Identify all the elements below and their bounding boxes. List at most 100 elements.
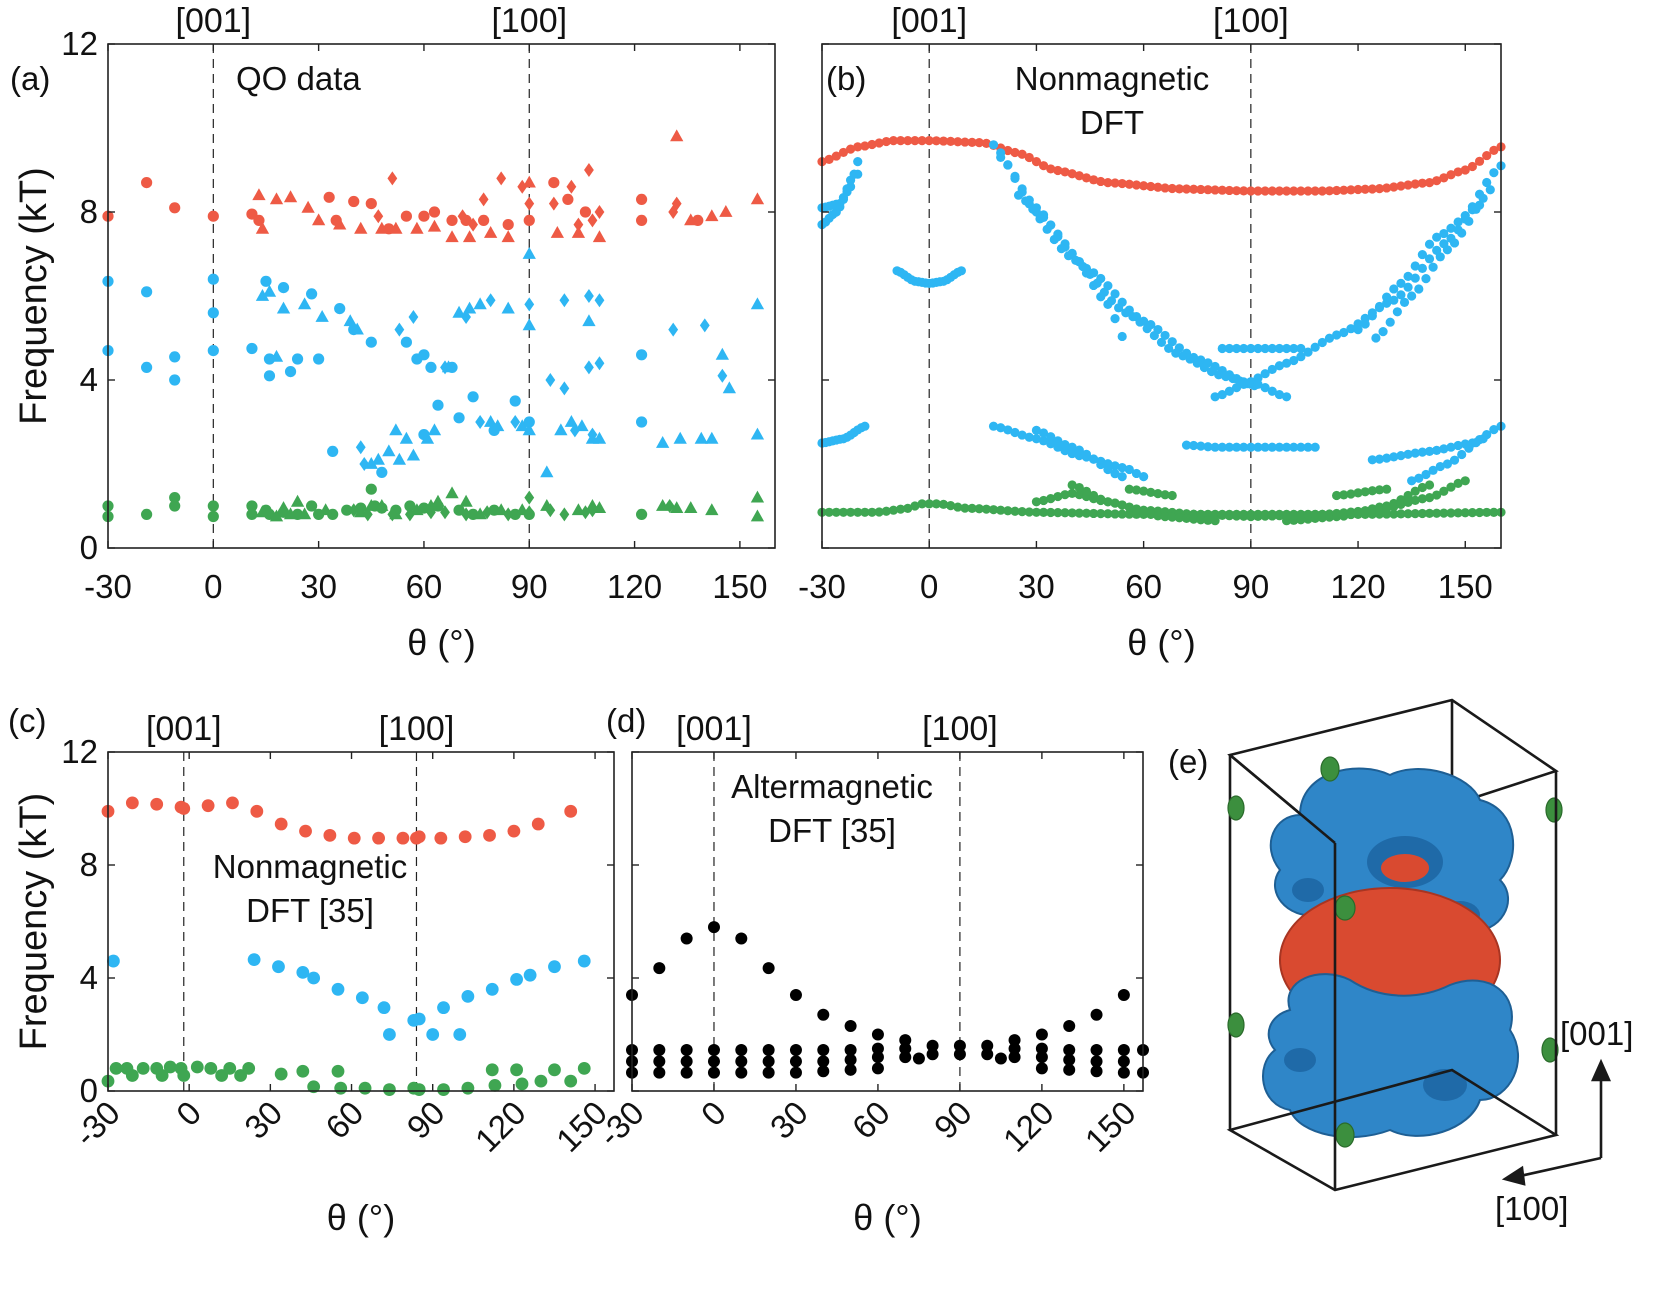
curve-blue-low-right2 [1407, 434, 1488, 486]
data-point [924, 499, 934, 509]
data-point [1149, 330, 1159, 341]
data-point [1332, 185, 1342, 196]
data-point [1281, 392, 1292, 402]
data-point [434, 831, 448, 845]
data-point [584, 163, 594, 177]
data-point [1260, 186, 1270, 196]
data-point [1021, 196, 1031, 206]
data-point [1371, 333, 1381, 343]
data-point [488, 1078, 502, 1092]
data-point [426, 1028, 440, 1041]
data-point [1124, 179, 1134, 189]
data-point [496, 171, 507, 186]
data-point [1310, 442, 1320, 452]
data-point [1346, 324, 1356, 334]
data-point [1239, 511, 1249, 521]
data-point [1260, 369, 1270, 379]
data-point [1396, 509, 1406, 519]
direction-label: [001] [676, 710, 752, 748]
data-point [446, 214, 458, 226]
series-red [101, 796, 578, 845]
x-tick-label: 90 [927, 1094, 979, 1146]
data-point [707, 1055, 720, 1068]
data-point [1074, 482, 1084, 493]
data-point [485, 982, 499, 996]
data-point [348, 195, 360, 208]
data-point [1217, 442, 1227, 452]
data-point [1131, 180, 1142, 190]
data-point [1067, 508, 1077, 518]
x-tick-label: 120 [468, 1094, 533, 1159]
data-point [1106, 296, 1117, 306]
data-point [1046, 439, 1056, 449]
data-point [960, 503, 970, 513]
data-point [1424, 178, 1435, 188]
data-point [1046, 432, 1056, 442]
data-point [437, 1001, 450, 1015]
data-point [1017, 507, 1027, 517]
data-point [510, 1063, 523, 1077]
data-point [938, 499, 949, 509]
x-tick-label: 60 [1125, 568, 1162, 605]
data-point [1124, 509, 1134, 519]
data-point [867, 139, 877, 150]
data-point [1267, 386, 1277, 396]
x-tick-label: 60 [406, 568, 443, 605]
data-point [150, 797, 164, 811]
direction-label: [001] [176, 2, 252, 40]
data-point [1167, 512, 1177, 522]
data-point [668, 322, 679, 337]
data-point [1164, 343, 1174, 354]
panel-annotation-line: DFT [35] [246, 892, 374, 929]
data-point [1210, 185, 1220, 195]
y-tick-label: 12 [61, 25, 98, 62]
data-point [842, 184, 852, 194]
data-point [636, 416, 648, 428]
data-point [967, 137, 977, 147]
data-point [1310, 186, 1320, 196]
data-point [501, 301, 515, 314]
data-point [359, 457, 370, 471]
data-point [1110, 289, 1120, 299]
data-point [1117, 988, 1130, 1001]
data-point [1196, 515, 1206, 525]
data-point [680, 1066, 693, 1079]
data-point [1049, 234, 1059, 245]
data-point [1360, 506, 1370, 516]
data-point [579, 206, 592, 218]
data-point [1410, 448, 1420, 458]
data-point [141, 177, 153, 189]
data-point [1174, 513, 1184, 523]
data-point [871, 1028, 884, 1041]
panel-label: (a) [10, 60, 50, 97]
data-point [1410, 486, 1420, 496]
data-point [355, 440, 366, 455]
panel-annotation-line: DFT [35] [768, 812, 896, 849]
series-red-triangles [252, 129, 765, 243]
data-point [1407, 291, 1417, 301]
data-point [1217, 389, 1227, 400]
data-point [1428, 262, 1438, 272]
data-point [1389, 509, 1399, 519]
data-point [1224, 343, 1234, 354]
data-point [664, 499, 675, 513]
data-point [246, 508, 258, 520]
data-point [1139, 181, 1149, 191]
data-point [517, 179, 528, 194]
data-point [1403, 282, 1413, 292]
data-point [177, 802, 191, 815]
data-point [1110, 509, 1120, 519]
data-point [1274, 361, 1285, 371]
data-point [838, 147, 849, 158]
data-point [1114, 303, 1124, 313]
x-tick-label: 0 [694, 1094, 733, 1133]
data-point [399, 431, 414, 444]
data-point [1060, 508, 1070, 518]
data-point [348, 503, 359, 518]
data-point [1410, 261, 1420, 271]
data-point [1389, 452, 1399, 462]
data-point [1031, 497, 1042, 507]
curve-blue-low-right [1367, 421, 1506, 465]
data-point [946, 501, 956, 511]
